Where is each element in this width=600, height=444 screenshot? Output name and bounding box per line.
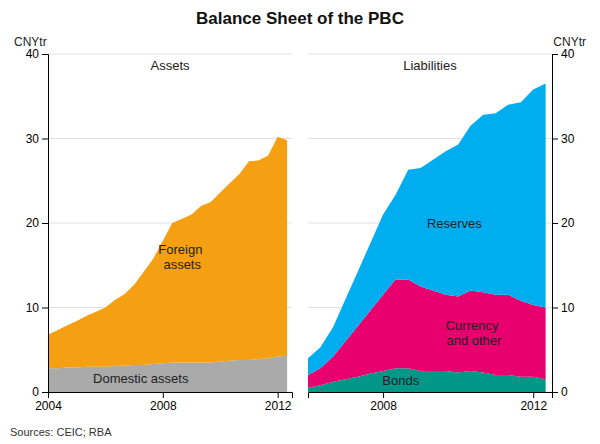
- panel: 2004 2008 2012 0 10 20 30 40CNYtr Assets Domestic…: [14, 35, 293, 413]
- grid-line: [308, 54, 552, 55]
- panel: 2008 2012 0 10 20 30 40CNYtr Liabilities Bonds Cu…: [308, 35, 586, 413]
- grid: [48, 54, 292, 392]
- x-tick-label: 2008: [370, 399, 397, 413]
- x-tick-label: 2004: [35, 399, 62, 413]
- area: [308, 84, 546, 376]
- x-axis-line: [309, 393, 553, 399]
- y-tick-mark: [552, 392, 558, 393]
- x-tick-label: 2012: [265, 399, 292, 413]
- y-axis-title: CNYtr: [553, 35, 586, 49]
- y-tick: 10: [552, 301, 575, 315]
- x-tick-mark: [383, 392, 384, 398]
- y-tick-label: 40: [561, 47, 575, 61]
- y-axis-line: [553, 55, 559, 393]
- y-tick-mark: [42, 139, 48, 140]
- x-axis: 2008 2012: [309, 392, 553, 413]
- y-tick-mark: [552, 54, 558, 55]
- y-tick-label: 30: [26, 132, 40, 146]
- x-tick-label: 2012: [520, 399, 547, 413]
- chart: 200420082012010203040CNYtrAssetsDomestic…: [0, 0, 600, 444]
- areas: [308, 84, 546, 392]
- panel-title: Assets: [150, 58, 190, 73]
- y-tick-label: 0: [561, 385, 568, 399]
- x-tick: 2008: [370, 392, 397, 413]
- grid-line: [48, 54, 292, 55]
- y-axis: 0 10 20 30 40: [26, 47, 49, 399]
- y-tick: 40: [26, 47, 48, 61]
- y-tick-label: 30: [561, 132, 575, 146]
- x-axis-line: [49, 393, 293, 399]
- x-tick: 2012: [520, 392, 547, 413]
- y-tick: 0: [32, 385, 48, 399]
- area-label: Reserves: [427, 216, 482, 231]
- y-axis: 0 10 20 30 40: [552, 47, 575, 399]
- grid-line: [48, 138, 292, 139]
- y-tick-mark: [42, 54, 48, 55]
- y-tick-label: 0: [32, 385, 39, 399]
- panel-title: Liabilities: [403, 58, 457, 73]
- area-labels: Bonds Currency and other Reserves: [382, 216, 502, 388]
- area-labels: Domestic assets Foreign assets: [93, 242, 206, 386]
- x-tick-mark: [278, 392, 279, 398]
- area: [48, 137, 287, 369]
- y-axis-title: CNYtr: [14, 35, 47, 49]
- x-tick: 2008: [150, 392, 177, 413]
- x-tick-mark: [533, 392, 534, 398]
- y-tick: 10: [26, 301, 48, 315]
- y-tick-label: 20: [26, 216, 40, 230]
- y-tick-label: 20: [561, 216, 575, 230]
- x-tick-label: 2008: [150, 399, 177, 413]
- areas: [48, 137, 287, 392]
- y-tick: 30: [26, 132, 48, 146]
- y-tick: 40: [552, 47, 575, 61]
- x-tick-mark: [163, 392, 164, 398]
- area-label: Foreign assets: [158, 242, 206, 272]
- y-tick-mark: [552, 223, 558, 224]
- y-axis-line: [42, 55, 49, 393]
- area-label: Bonds: [382, 373, 419, 388]
- source: Sources: CEIC; RBA: [10, 426, 112, 438]
- y-tick-label: 40: [26, 47, 40, 61]
- x-axis: 2004 2008 2012: [35, 392, 292, 413]
- area-label: Currency and other: [446, 318, 502, 348]
- y-tick: 20: [552, 216, 575, 230]
- y-tick-mark: [552, 308, 558, 309]
- y-tick-mark: [42, 308, 48, 309]
- grid: [308, 54, 552, 392]
- x-tick: 2004: [35, 392, 62, 413]
- y-tick: 0: [552, 385, 568, 399]
- y-tick-mark: [552, 139, 558, 140]
- x-tick: 2012: [265, 392, 292, 413]
- y-tick-mark: [42, 223, 48, 224]
- y-tick-label: 10: [561, 301, 575, 315]
- area-label: Domestic assets: [93, 371, 189, 386]
- y-tick: 20: [26, 216, 48, 230]
- y-tick-label: 10: [26, 301, 40, 315]
- y-tick-mark: [42, 392, 48, 393]
- title: Balance Sheet of the PBC: [196, 9, 404, 28]
- y-tick: 30: [552, 132, 575, 146]
